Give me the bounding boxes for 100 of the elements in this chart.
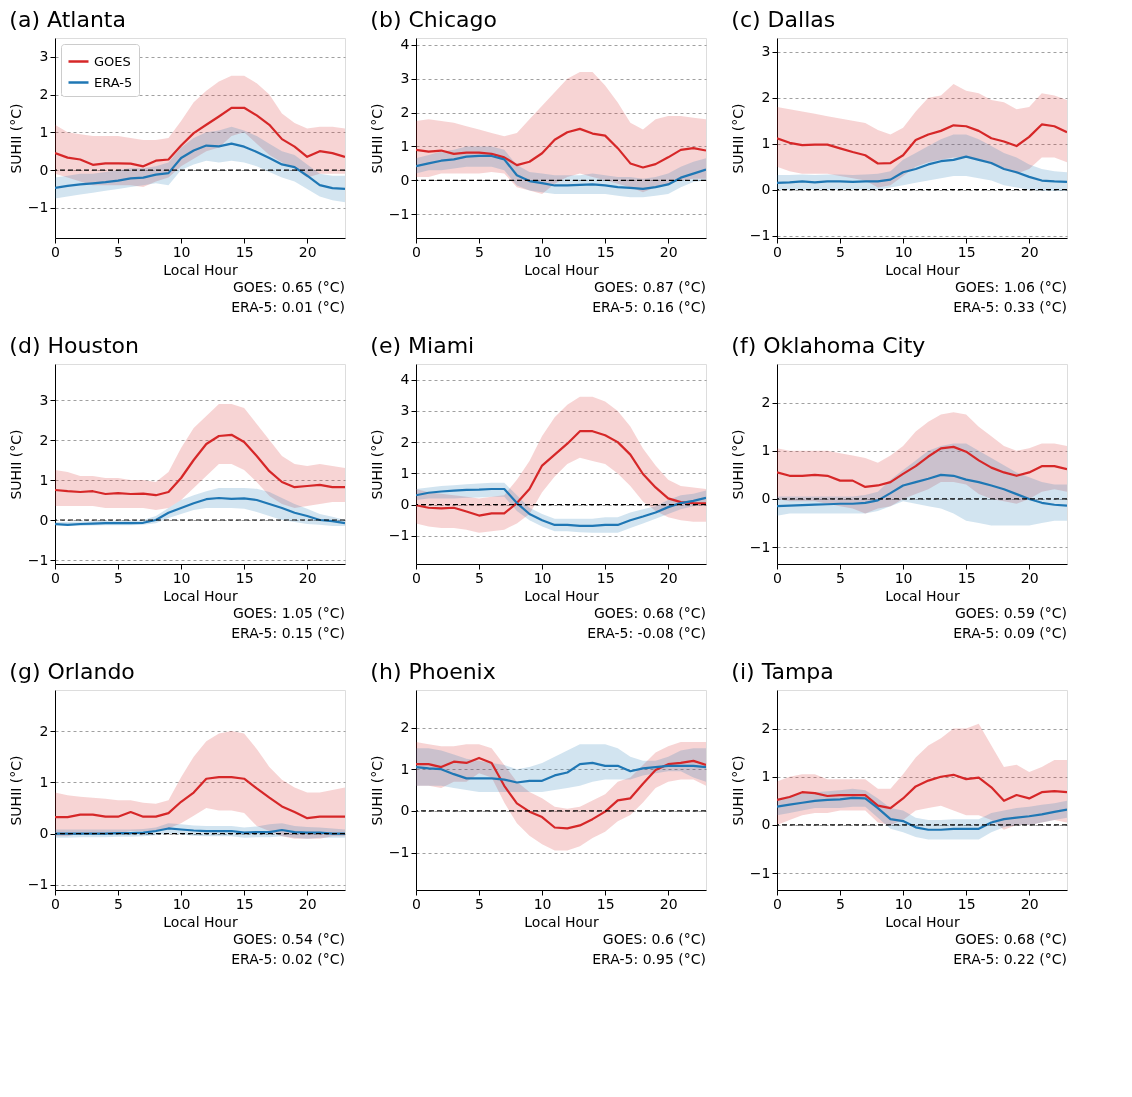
text: ERA-5: 0.22 (°C) [953, 951, 1067, 967]
x-tick-label: 5 [475, 243, 484, 260]
x-tick-label: 0 [412, 243, 421, 260]
x-tick-label: 10 [894, 569, 913, 586]
x-axis-title: Local Hour [524, 261, 599, 278]
y-tick-label: 0 [761, 816, 771, 833]
x-tick-label: 20 [298, 243, 317, 260]
x-axis-title: Local Hour [163, 261, 238, 278]
x-tick-label: 5 [836, 569, 845, 586]
x-tick-label: 15 [957, 243, 976, 260]
text: GOES: 0.87 (°C) [593, 279, 706, 295]
x-tick-label: 20 [659, 569, 678, 586]
text: ERA-5: 0.33 (°C) [953, 299, 1067, 315]
y-axis-title: SUHII (°C) [729, 429, 746, 500]
x-tick-label: 20 [1020, 243, 1039, 260]
x-tick-label: 20 [659, 895, 678, 912]
chart-title: (f) Oklahoma City [731, 333, 926, 358]
x-tick-label: 0 [51, 895, 60, 912]
y-axis-title: SUHII (°C) [729, 103, 746, 174]
x-tick-label: 20 [1020, 895, 1039, 912]
legend-label: GOES [94, 53, 131, 69]
x-tick-label: 20 [298, 895, 317, 912]
y-tick-label: 2 [761, 720, 771, 737]
y-tick-label: −1 [388, 844, 410, 860]
y-tick-label: 0 [39, 825, 49, 842]
y-tick-label: 3 [39, 48, 49, 65]
y-tick-label: 4 [400, 371, 410, 388]
x-axis-title: Local Hour [524, 587, 599, 604]
line-series [55, 106, 345, 168]
y-tick-label: 1 [400, 137, 410, 154]
chart-title: (b) Chicago [370, 6, 497, 32]
x-tick-label: 15 [235, 243, 254, 260]
y-axis-title: SUHII (°C) [368, 429, 385, 500]
x-tick-label: 10 [533, 243, 552, 260]
x-tick-label: 20 [1020, 569, 1039, 586]
y-tick-label: −1 [388, 527, 410, 544]
line-series [55, 496, 345, 526]
text: GOES: 0.65 (°C) [232, 279, 345, 295]
x-axis-title: Local Hour [524, 913, 599, 930]
x-tick-label: 0 [773, 895, 782, 912]
x-tick-label: 15 [596, 569, 615, 586]
x-tick-label: 15 [957, 569, 976, 586]
x-tick-label: 15 [596, 895, 615, 912]
x-tick-label: 10 [172, 895, 191, 912]
line-series [777, 796, 1067, 831]
x-tick-label: 10 [533, 895, 552, 912]
y-tick-label: 0 [400, 496, 410, 513]
y-tick-label: 3 [400, 70, 410, 87]
x-tick-label: 0 [773, 569, 782, 586]
y-tick-label: 3 [400, 402, 410, 419]
text: GOES: 0.68 (°C) [593, 605, 706, 621]
text: GOES: 0.6 (°C) [602, 931, 706, 947]
y-axis-title: SUHII (°C) [729, 755, 746, 826]
text: ERA-5: 0.16 (°C) [592, 299, 706, 315]
x-tick-label: 10 [894, 243, 913, 260]
x-tick-label: 5 [475, 895, 484, 912]
chart-title: (i) Tampa [731, 659, 834, 684]
x-tick-label: 15 [596, 243, 615, 260]
text: GOES: 0.68 (°C) [954, 931, 1067, 947]
text: ERA-5: 0.15 (°C) [231, 625, 345, 641]
text: ERA-5: 0.95 (°C) [592, 951, 706, 967]
y-tick-label: −1 [749, 538, 771, 555]
y-tick-label: −1 [27, 199, 49, 216]
x-tick-label: 20 [659, 243, 678, 260]
x-tick-label: 10 [894, 895, 913, 912]
line-series [416, 127, 706, 169]
x-tick-label: 0 [51, 243, 60, 260]
x-tick-label: 10 [172, 569, 191, 586]
y-tick-label: 2 [400, 104, 410, 121]
y-axis-title: SUHII (°C) [7, 429, 24, 500]
legend-label: ERA-5 [94, 74, 133, 90]
line-series [777, 123, 1067, 165]
y-axis-title: SUHII (°C) [368, 103, 385, 174]
y-axis-title: SUHII (°C) [368, 755, 385, 826]
y-axis-title: SUHII (°C) [7, 103, 24, 174]
x-tick-label: 0 [412, 895, 421, 912]
y-tick-label: 1 [400, 760, 410, 777]
x-axis-title: Local Hour [163, 913, 238, 930]
y-tick-label: 2 [39, 431, 49, 448]
line-series [777, 155, 1067, 184]
y-tick-label: 4 [400, 36, 410, 53]
y-tick-label: 1 [400, 464, 410, 481]
y-tick-label: 3 [39, 391, 49, 408]
y-tick-label: 0 [400, 802, 410, 819]
y-tick-label: 2 [761, 89, 771, 106]
y-tick-label: 2 [400, 433, 410, 450]
y-tick-label: −1 [749, 227, 771, 244]
chart-title: (a) Atlanta [9, 7, 126, 32]
y-tick-label: 1 [761, 442, 771, 459]
line-series [416, 154, 706, 190]
text: GOES: 0.59 (°C) [954, 605, 1067, 621]
x-tick-label: 5 [114, 569, 123, 586]
text: GOES: 1.05 (°C) [232, 605, 345, 621]
y-axis-title: SUHII (°C) [7, 755, 24, 826]
y-tick-label: 2 [39, 722, 49, 739]
line-series [416, 487, 706, 527]
x-tick-label: 0 [412, 569, 421, 586]
line-series [416, 756, 706, 830]
x-axis-title: Local Hour [163, 587, 238, 604]
y-tick-label: 3 [761, 43, 771, 60]
